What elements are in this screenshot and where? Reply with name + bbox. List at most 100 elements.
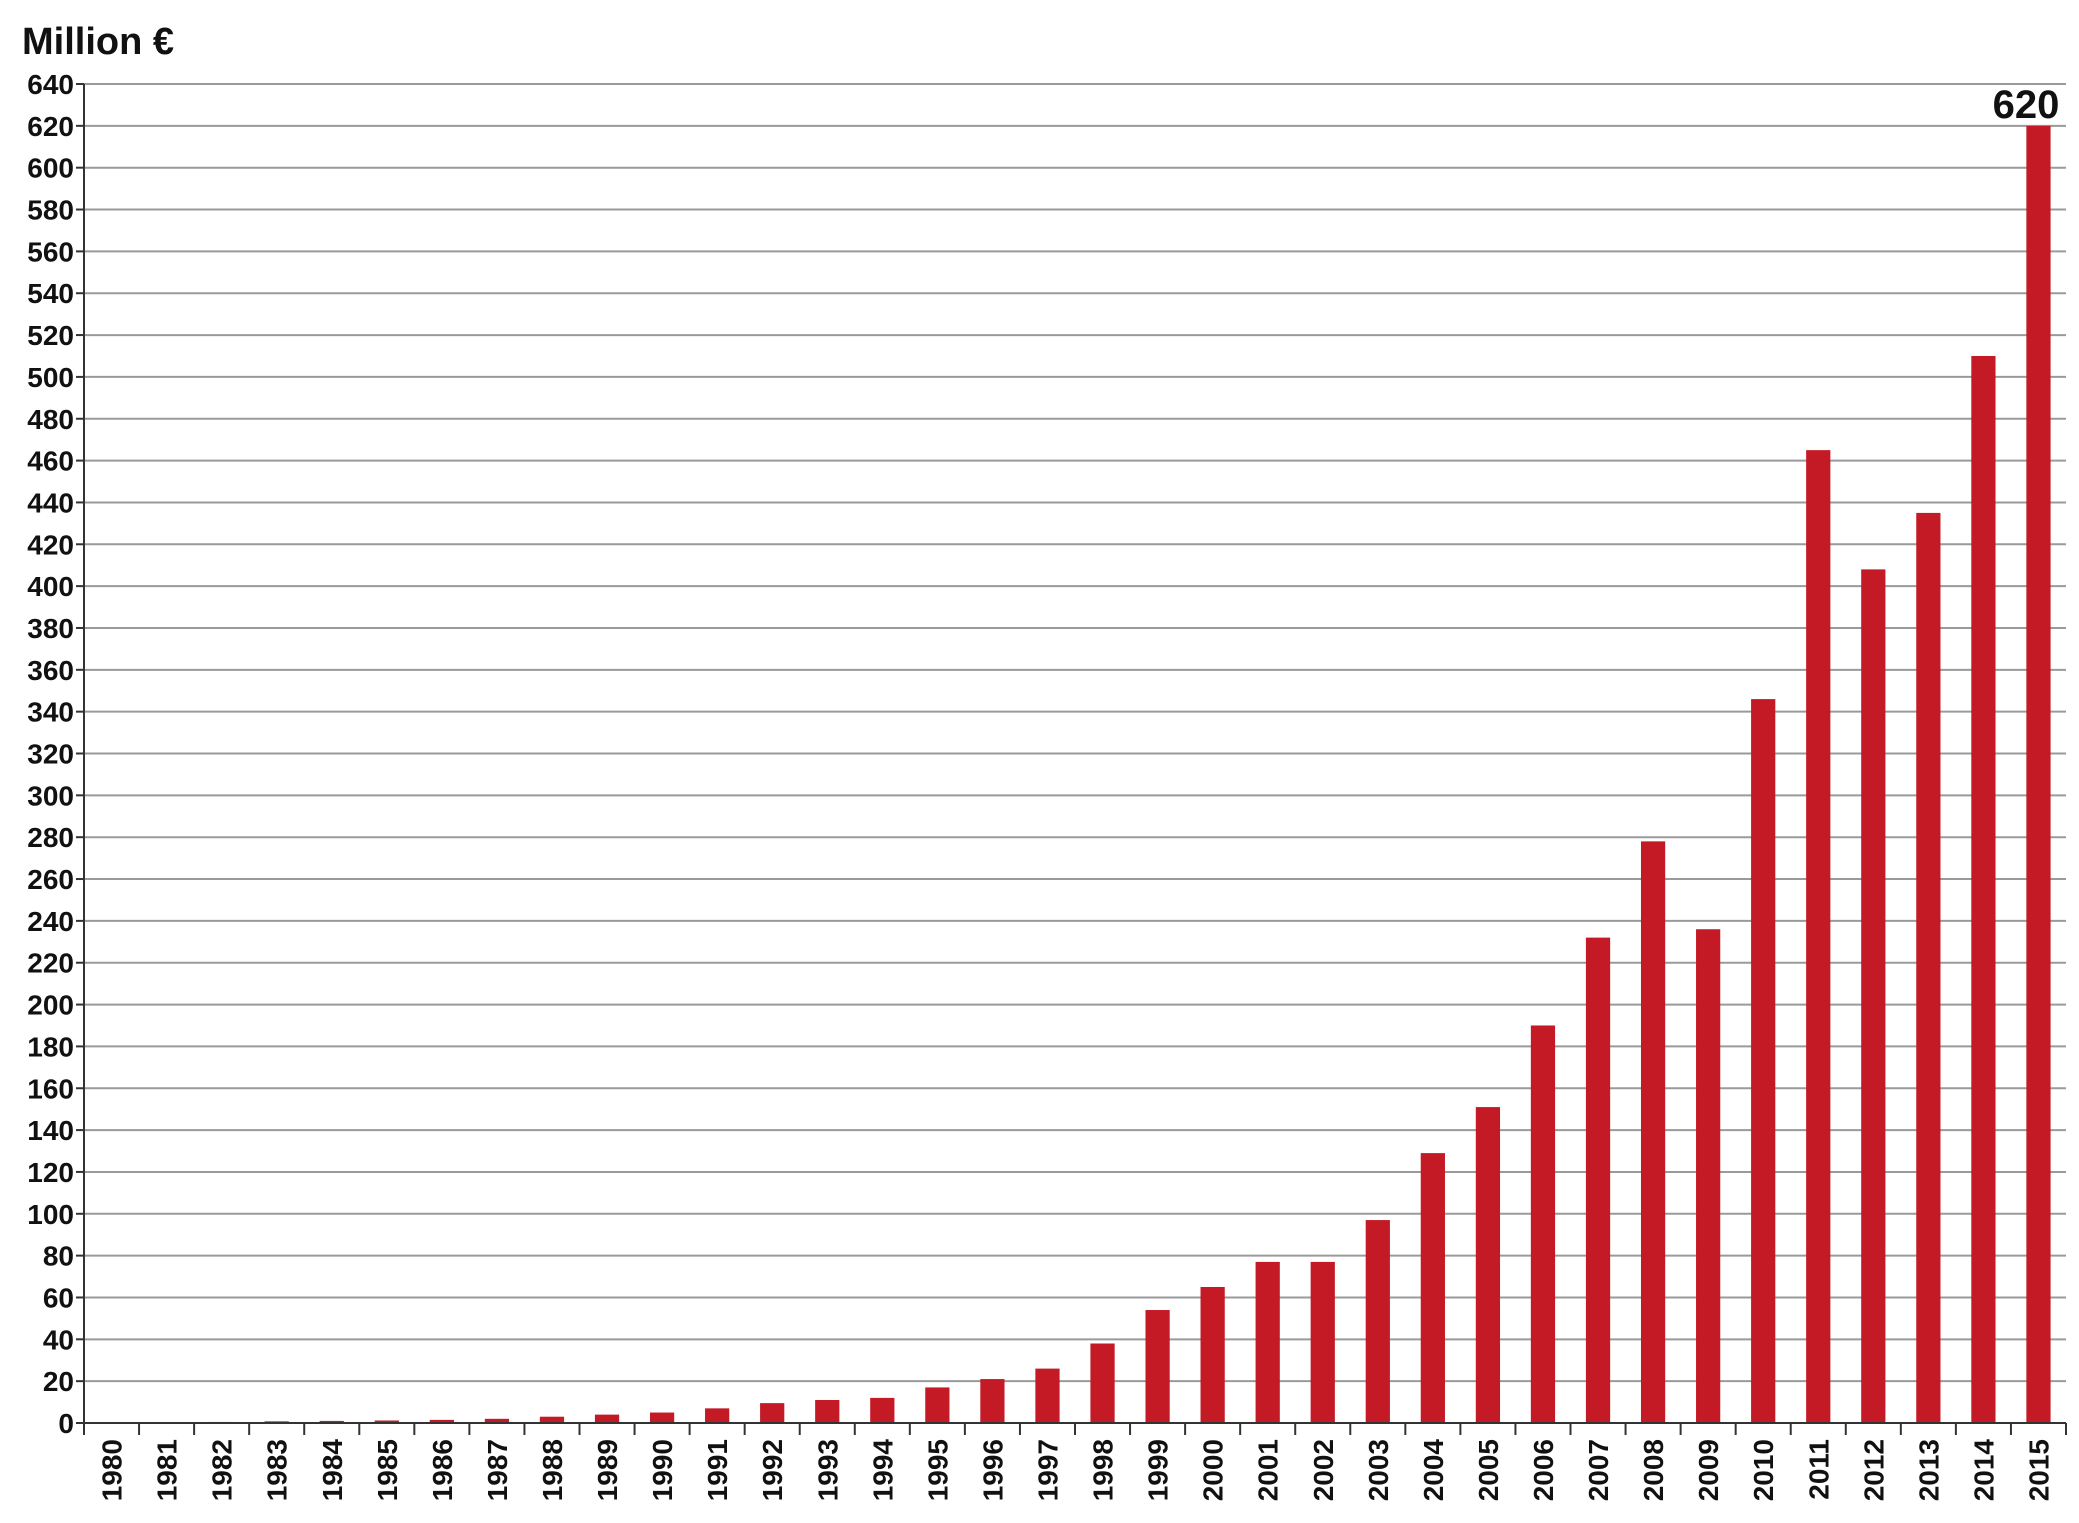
bar-1992 (760, 1403, 785, 1423)
x-tick-label: 1994 (867, 1439, 898, 1502)
y-tick-label: 520 (27, 320, 74, 351)
x-tick-label: 1993 (812, 1439, 843, 1501)
x-tick-label: 1992 (757, 1439, 788, 1501)
bar-1991 (705, 1408, 730, 1423)
y-tick-label: 200 (27, 990, 74, 1021)
y-tick-label: 440 (27, 487, 74, 518)
y-tick-label: 460 (27, 446, 74, 477)
bar-2009 (1696, 929, 1721, 1423)
x-tick-label: 2009 (1693, 1439, 1724, 1501)
y-tick-label: 180 (27, 1031, 74, 1062)
y-tick-label: 0 (58, 1408, 74, 1439)
bar-2015 (2026, 125, 2051, 1423)
x-tick-label: 2001 (1253, 1439, 1284, 1501)
x-tick-label: 1995 (922, 1439, 953, 1501)
x-tick-label: 1998 (1088, 1439, 1119, 1501)
x-tick-label: 1987 (482, 1439, 513, 1501)
y-tick-label: 260 (27, 864, 74, 895)
y-tick-label: 160 (27, 1073, 74, 1104)
bar-2006 (1530, 1025, 1556, 1423)
y-tick-label: 300 (27, 780, 74, 811)
y-tick-label: 560 (27, 236, 74, 267)
y-tick-label: 120 (27, 1157, 74, 1188)
y-tick-label: 100 (27, 1199, 74, 1230)
y-tick-label: 420 (27, 529, 74, 560)
y-tick-label: 40 (43, 1324, 74, 1355)
x-tick-label: 1983 (262, 1439, 293, 1501)
y-tick-label: 360 (27, 655, 74, 686)
x-tick-label: 1996 (977, 1439, 1008, 1501)
x-tick-label: 2005 (1473, 1439, 1504, 1501)
y-tick-label: 600 (27, 153, 74, 184)
x-tick-label: 2007 (1583, 1439, 1614, 1501)
gridlines (84, 83, 2066, 1383)
y-tick-label: 540 (27, 278, 74, 309)
y-tick-label: 240 (27, 906, 74, 937)
x-tick-label: 2013 (1913, 1439, 1944, 1501)
y-tick-label: 60 (43, 1282, 74, 1313)
bar-1990 (649, 1412, 675, 1423)
y-tick-label: 140 (27, 1115, 74, 1146)
x-tick-label: 2015 (2023, 1439, 2054, 1501)
x-tick-label: 2006 (1528, 1439, 1559, 1501)
bar-1996 (980, 1379, 1005, 1423)
bar-2014 (1971, 355, 1996, 1423)
bar-1998 (1090, 1343, 1115, 1423)
data-label-2015: 620 (1993, 83, 2060, 127)
bar-2000 (1200, 1287, 1225, 1423)
y-axis-unit-label: Million € (22, 21, 174, 63)
data-labels: 620 (1993, 83, 2060, 127)
x-tick-label: 1986 (427, 1439, 458, 1501)
bar-1994 (870, 1397, 895, 1423)
y-tick-label: 580 (27, 195, 74, 226)
y-tick-label: 620 (27, 111, 74, 142)
x-tick-label: 2010 (1748, 1439, 1779, 1501)
y-tick-label: 380 (27, 613, 74, 644)
y-tick-label: 20 (43, 1366, 74, 1397)
y-tick-label: 80 (43, 1241, 74, 1272)
x-tick-label: 1988 (537, 1439, 568, 1501)
x-tick-label: 2008 (1638, 1439, 1669, 1501)
x-tick-label: 2004 (1418, 1439, 1449, 1502)
x-tick-label: 2000 (1198, 1439, 1229, 1501)
y-tick-label: 340 (27, 697, 74, 728)
x-tick-label: 1982 (207, 1439, 238, 1501)
x-tick-label: 2014 (1968, 1439, 1999, 1502)
y-tick-label: 500 (27, 362, 74, 393)
y-tick-label: 320 (27, 739, 74, 770)
x-tick-label: 2011 (1803, 1439, 1834, 1500)
bars (154, 125, 2051, 1423)
bar-2013 (1916, 512, 1941, 1423)
bar-1988 (539, 1416, 565, 1423)
bar-2005 (1475, 1107, 1501, 1423)
y-tick-label: 400 (27, 571, 74, 602)
bar-2011 (1806, 450, 1831, 1423)
x-tick-label: 1980 (97, 1439, 128, 1501)
x-tick-label: 1985 (372, 1439, 403, 1501)
bar-2008 (1640, 841, 1666, 1423)
y-tick-label: 280 (27, 822, 74, 853)
bar-2001 (1255, 1261, 1280, 1423)
x-tick-label: 1990 (647, 1439, 678, 1501)
x-tick-label: 2012 (1858, 1439, 1889, 1501)
x-axis-ticks: 1980 1981 1982 1983 1984 1985 1986 1987 1988 1989… (83, 1423, 2067, 1502)
y-tick-label: 480 (27, 404, 74, 435)
bar-1987 (484, 1418, 510, 1423)
bar-1984 (319, 1420, 344, 1423)
bar-1997 (1035, 1368, 1060, 1423)
x-tick-label: 2002 (1308, 1439, 1339, 1501)
x-tick-label: 2003 (1363, 1439, 1394, 1501)
bar-1993 (815, 1399, 840, 1423)
bar-1985 (374, 1420, 399, 1423)
x-tick-label: 1984 (317, 1439, 348, 1502)
bar-2012 (1861, 569, 1886, 1423)
y-tick-label: 220 (27, 948, 74, 979)
y-axis-ticks: 0 20 40 60 80 100 120 140 160 180 200 220 240 260 280 3… (27, 69, 84, 1439)
bar-2007 (1585, 937, 1611, 1423)
bar-1995 (925, 1387, 950, 1423)
x-tick-label: 1997 (1032, 1439, 1063, 1501)
x-tick-label: 1999 (1143, 1439, 1174, 1501)
x-tick-label: 1991 (702, 1439, 733, 1501)
bar-1986 (429, 1419, 454, 1423)
